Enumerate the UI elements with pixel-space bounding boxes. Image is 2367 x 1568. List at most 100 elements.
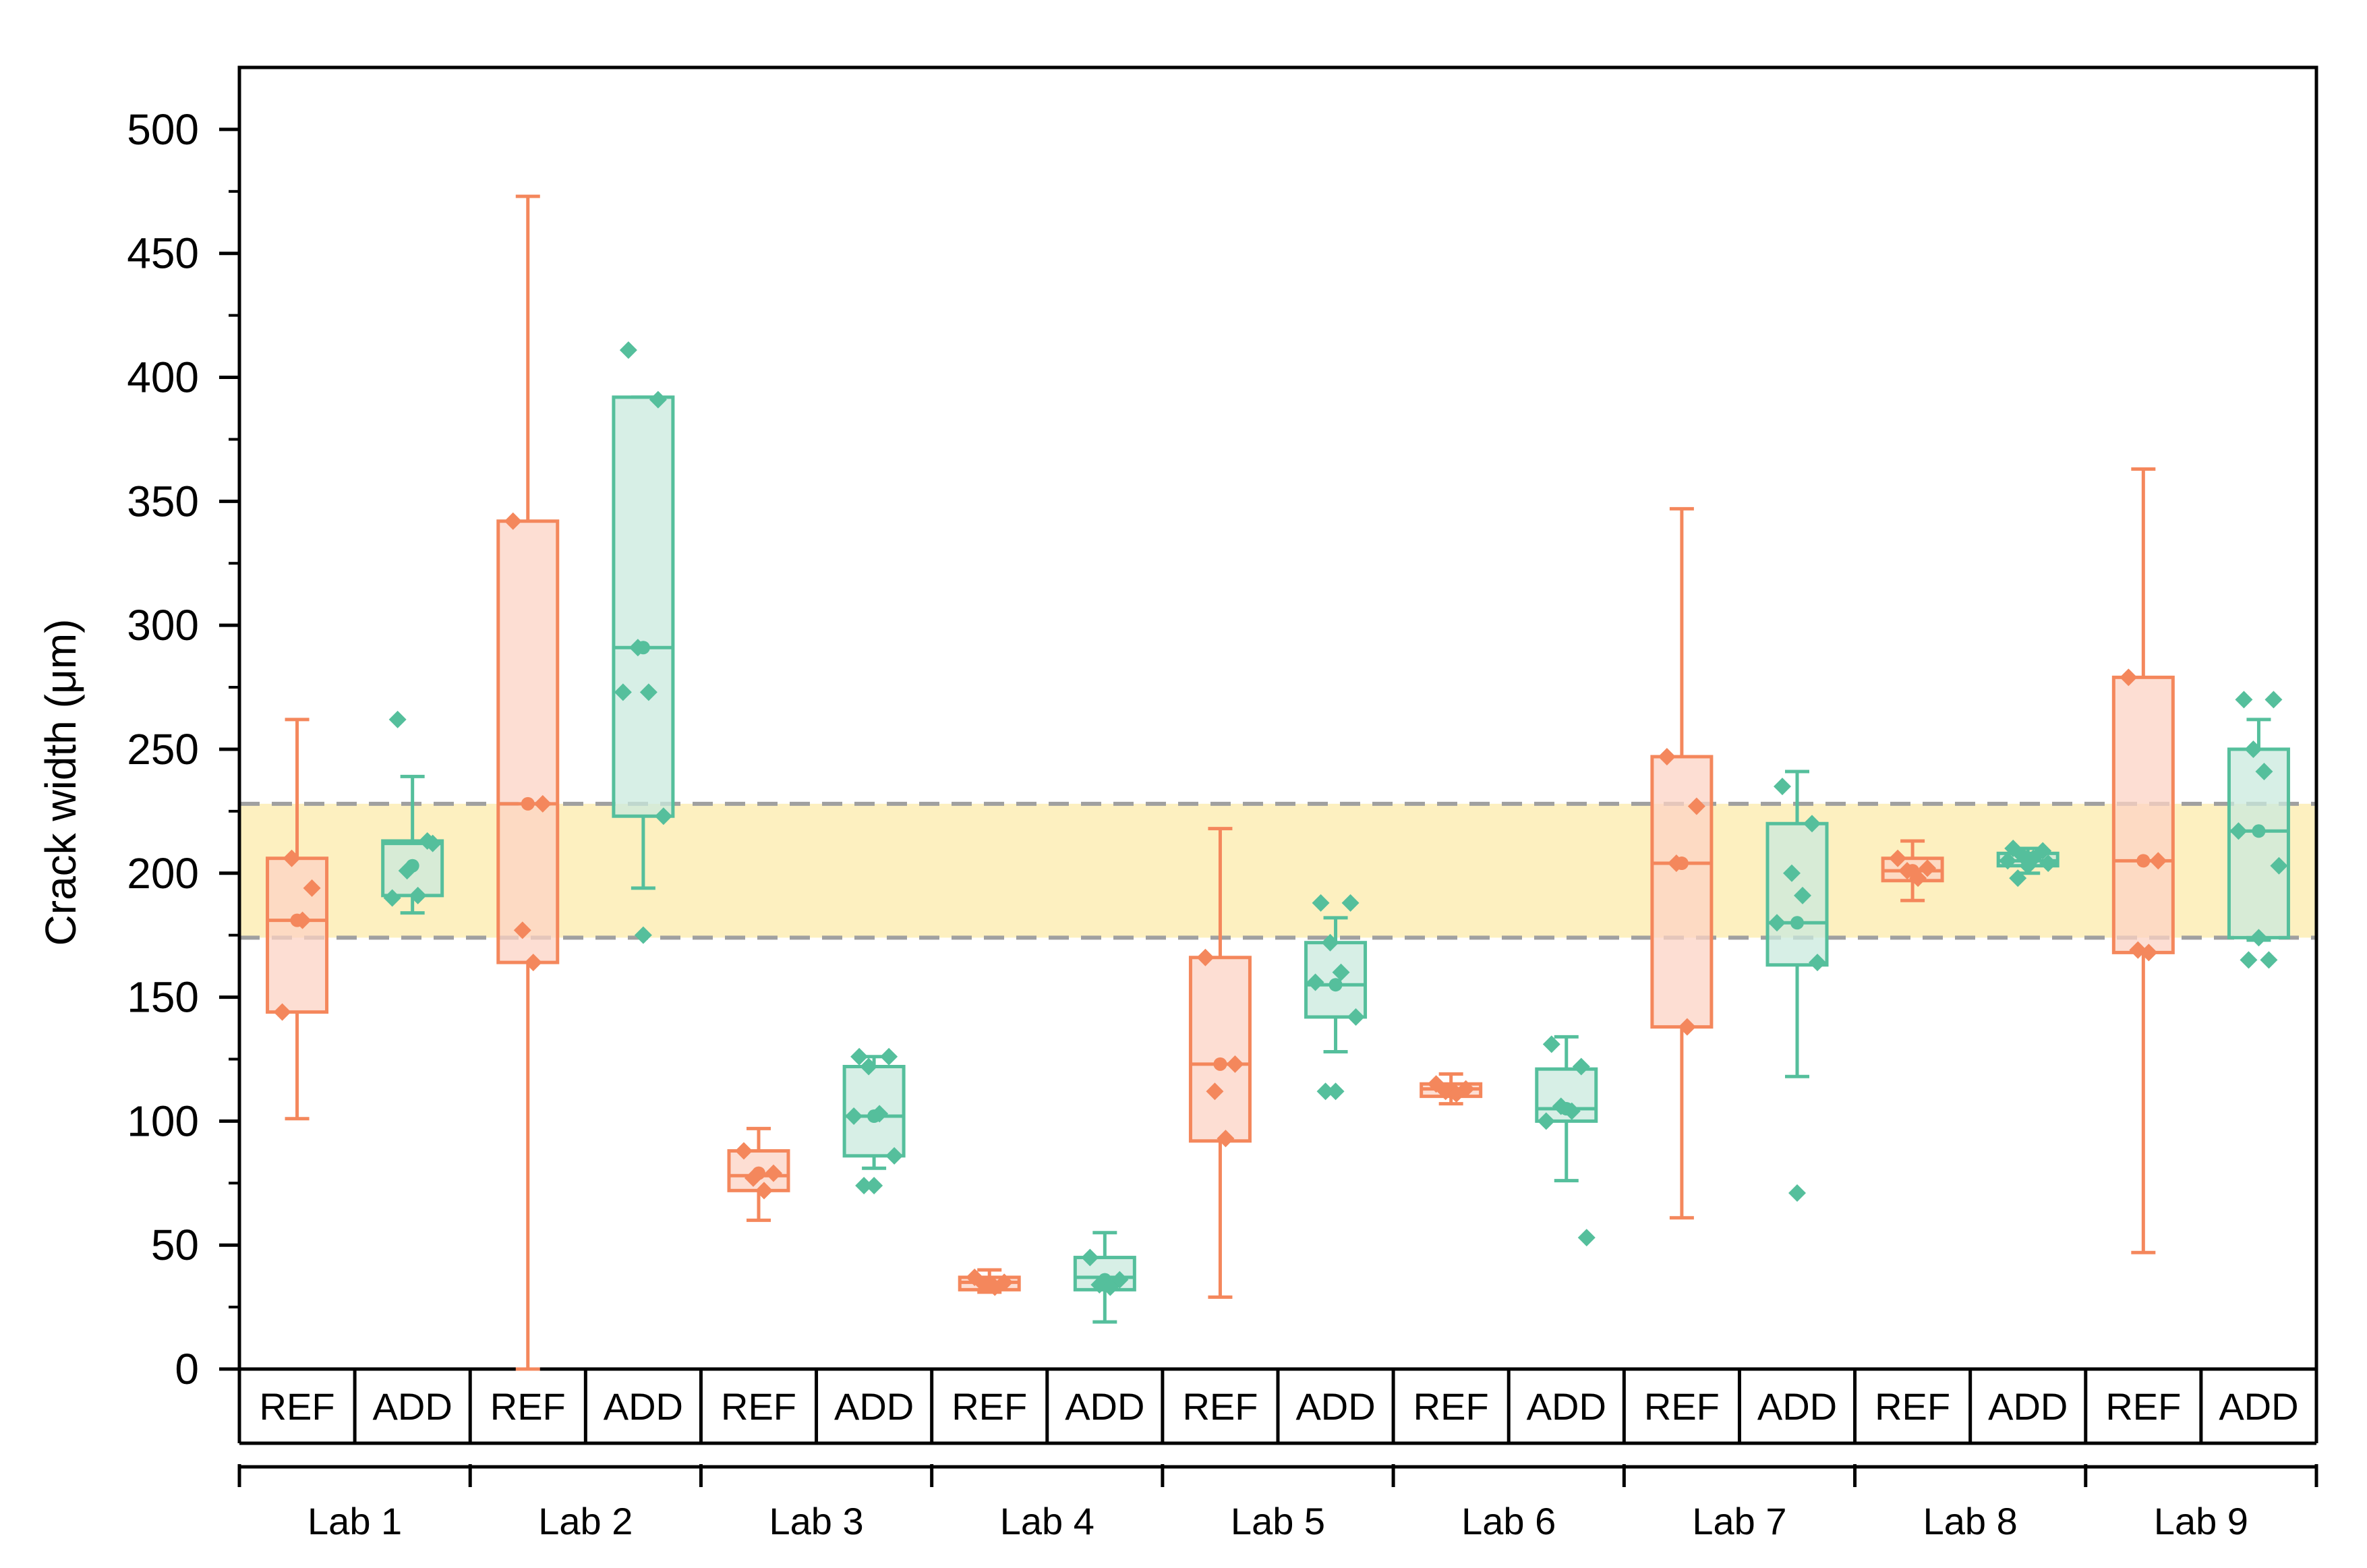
data-point <box>1898 862 1917 880</box>
condition-label: REF <box>1875 1385 1950 1428</box>
condition-label: ADD <box>373 1385 452 1428</box>
data-point <box>1658 747 1676 765</box>
labels-layer: 0 50 100 150 200 250 300 350 400 450 500 Lab 1 REF AD… <box>127 105 2298 1542</box>
mean-marker <box>1213 1057 1227 1071</box>
data-point <box>303 879 321 897</box>
condition-label: REF <box>1182 1385 1258 1428</box>
data-point <box>1768 914 1786 932</box>
data-point <box>845 1107 863 1126</box>
mean-marker <box>1328 978 1343 992</box>
y-tick-label: 250 <box>127 725 199 774</box>
box-lab-9-ref <box>2111 467 2175 1254</box>
data-point <box>293 911 312 929</box>
data-point <box>1341 894 1360 912</box>
group-label: Lab 1 <box>308 1500 402 1542</box>
data-point <box>1562 1102 1581 1120</box>
data-point <box>383 889 401 907</box>
box-iqr <box>1650 755 1714 1029</box>
data-point <box>1678 1018 1696 1036</box>
data-point <box>865 1176 883 1194</box>
data-point <box>1101 1278 1119 1296</box>
data-point <box>2255 763 2273 781</box>
data-point <box>1774 778 1791 796</box>
data-point <box>1332 963 1350 981</box>
data-point <box>1687 797 1705 815</box>
data-point <box>885 1146 904 1165</box>
data-point <box>1196 948 1215 966</box>
mean-marker <box>2252 824 2266 838</box>
box-iqr <box>2111 675 2175 954</box>
box-lab-7-ref <box>1650 506 1714 1220</box>
data-point <box>1919 859 1937 877</box>
data-point <box>871 1105 889 1123</box>
data-point <box>1909 869 1927 888</box>
data-point <box>2240 951 2258 969</box>
y-tick-label: 400 <box>127 353 199 402</box>
y-tick-label: 150 <box>127 973 199 1022</box>
data-point <box>860 1057 878 1076</box>
condition-label: ADD <box>1295 1385 1375 1428</box>
data-point <box>2250 929 2268 947</box>
mean-marker <box>1790 916 1804 930</box>
condition-label: ADD <box>1757 1385 1837 1428</box>
data-point <box>1081 1248 1099 1267</box>
data-point <box>409 886 427 904</box>
data-point <box>2260 951 2278 969</box>
mean-marker <box>521 796 535 811</box>
data-point <box>1537 1112 1555 1130</box>
data-point <box>1788 1184 1806 1202</box>
data-point <box>1542 1035 1560 1053</box>
data-point <box>619 341 637 359</box>
data-point <box>1447 1084 1465 1103</box>
condition-label: ADD <box>2219 1385 2298 1428</box>
condition-label: REF <box>2105 1385 2181 1428</box>
data-point <box>1809 954 1826 972</box>
data-point <box>1226 1055 1244 1073</box>
data-point <box>1312 894 1330 912</box>
data-point <box>1794 886 1811 904</box>
data-point <box>2120 668 2138 687</box>
data-point <box>735 1142 753 1160</box>
data-point <box>755 1182 773 1200</box>
box-lab-6-add <box>1535 1035 1598 1183</box>
data-point <box>986 1278 1004 1296</box>
group-label: Lab 4 <box>1000 1500 1094 1542</box>
y-tick-label: 300 <box>127 601 199 649</box>
y-axis-label: Crack width (μm) <box>36 619 85 946</box>
box-iqr <box>612 395 675 818</box>
data-point <box>2009 869 2027 888</box>
data-point <box>1889 849 1907 867</box>
data-point <box>1206 1082 1224 1101</box>
data-point <box>1316 1082 1335 1101</box>
data-point <box>1572 1057 1590 1076</box>
data-point <box>1667 854 1685 873</box>
data-point <box>2229 822 2248 840</box>
axes-layer <box>219 65 2318 1487</box>
box-lab-2-add <box>612 395 675 890</box>
condition-label: REF <box>260 1385 335 1428</box>
group-label: Lab 2 <box>538 1500 633 1542</box>
data-point <box>1999 852 2017 870</box>
condition-label: REF <box>952 1385 1027 1428</box>
y-tick-label: 50 <box>151 1221 199 1269</box>
box-iqr <box>266 856 329 1014</box>
box-iqr <box>1188 956 1252 1143</box>
box-iqr <box>2227 747 2290 939</box>
data-point <box>654 807 672 825</box>
reference-band-layer <box>239 801 2316 940</box>
condition-label: REF <box>721 1385 796 1428</box>
data-point <box>1577 1229 1596 1247</box>
condition-label: REF <box>1413 1385 1489 1428</box>
data-point <box>614 683 632 701</box>
data-point <box>388 710 407 728</box>
condition-label: ADD <box>604 1385 683 1428</box>
condition-label: ADD <box>1988 1385 2068 1428</box>
reference-band <box>239 803 2316 938</box>
group-label: Lab 6 <box>1461 1500 1556 1542</box>
box-lab-5-ref <box>1188 827 1252 1299</box>
data-point <box>1803 815 1821 833</box>
data-point <box>855 1176 873 1194</box>
y-tick-label: 350 <box>127 477 199 525</box>
data-point <box>880 1047 898 1066</box>
